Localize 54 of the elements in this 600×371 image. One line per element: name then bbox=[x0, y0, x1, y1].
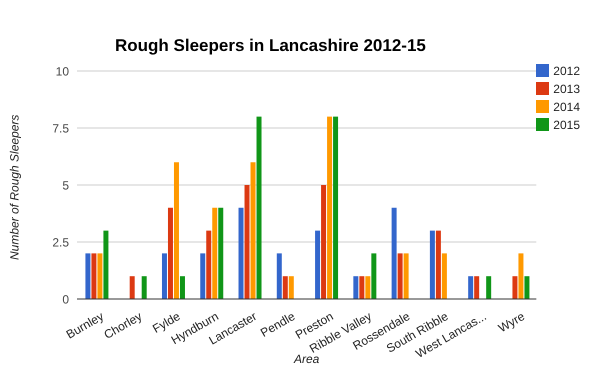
bar bbox=[333, 116, 338, 299]
y-tick-label: 5 bbox=[62, 178, 70, 192]
bar bbox=[142, 276, 147, 299]
bar bbox=[436, 230, 441, 299]
bar bbox=[486, 276, 492, 299]
bar bbox=[371, 253, 376, 299]
bar bbox=[91, 253, 96, 299]
x-tick-label: Wyre bbox=[496, 308, 528, 336]
bar bbox=[430, 230, 435, 299]
bar bbox=[218, 208, 224, 299]
bar bbox=[85, 253, 90, 299]
bar bbox=[162, 253, 167, 299]
bar bbox=[353, 276, 358, 299]
bar bbox=[238, 208, 244, 299]
chart-title: Rough Sleepers in Lancashire 2012-15 bbox=[115, 36, 426, 56]
y-axis-title: Number of Rough Sleepers bbox=[7, 114, 22, 260]
y-tick-label: 10 bbox=[56, 64, 70, 78]
bar bbox=[315, 230, 320, 299]
bar bbox=[97, 253, 102, 299]
bar bbox=[206, 230, 212, 299]
bar bbox=[174, 162, 179, 299]
bar bbox=[200, 253, 206, 299]
bar bbox=[276, 253, 282, 299]
x-axis-title: Area bbox=[292, 352, 320, 366]
y-tick-label: 7.5 bbox=[52, 121, 70, 136]
bar bbox=[212, 208, 218, 299]
y-tick-label: 2.5 bbox=[52, 235, 70, 250]
bar bbox=[282, 276, 288, 299]
legend-label: 2013 bbox=[553, 82, 580, 96]
bar bbox=[518, 253, 524, 299]
bar bbox=[321, 185, 326, 299]
bar bbox=[103, 230, 108, 299]
bar bbox=[288, 276, 294, 299]
legend-label: 2014 bbox=[553, 100, 580, 114]
y-tick-label: 0 bbox=[62, 292, 70, 306]
bar bbox=[524, 276, 530, 299]
bar bbox=[250, 162, 256, 299]
bar bbox=[474, 276, 480, 299]
bar bbox=[398, 253, 403, 299]
bar bbox=[130, 276, 135, 299]
bar bbox=[168, 208, 173, 299]
bar bbox=[327, 116, 332, 299]
bar bbox=[392, 208, 397, 299]
bar bbox=[256, 116, 262, 299]
legend-label: 2012 bbox=[553, 64, 580, 78]
bar bbox=[512, 276, 518, 299]
bar bbox=[468, 276, 474, 299]
legend-label: 2015 bbox=[553, 118, 580, 132]
bar bbox=[244, 185, 250, 299]
bar bbox=[359, 276, 364, 299]
bar bbox=[365, 276, 370, 299]
bar bbox=[404, 253, 409, 299]
bar bbox=[442, 253, 447, 299]
bar bbox=[180, 276, 185, 299]
